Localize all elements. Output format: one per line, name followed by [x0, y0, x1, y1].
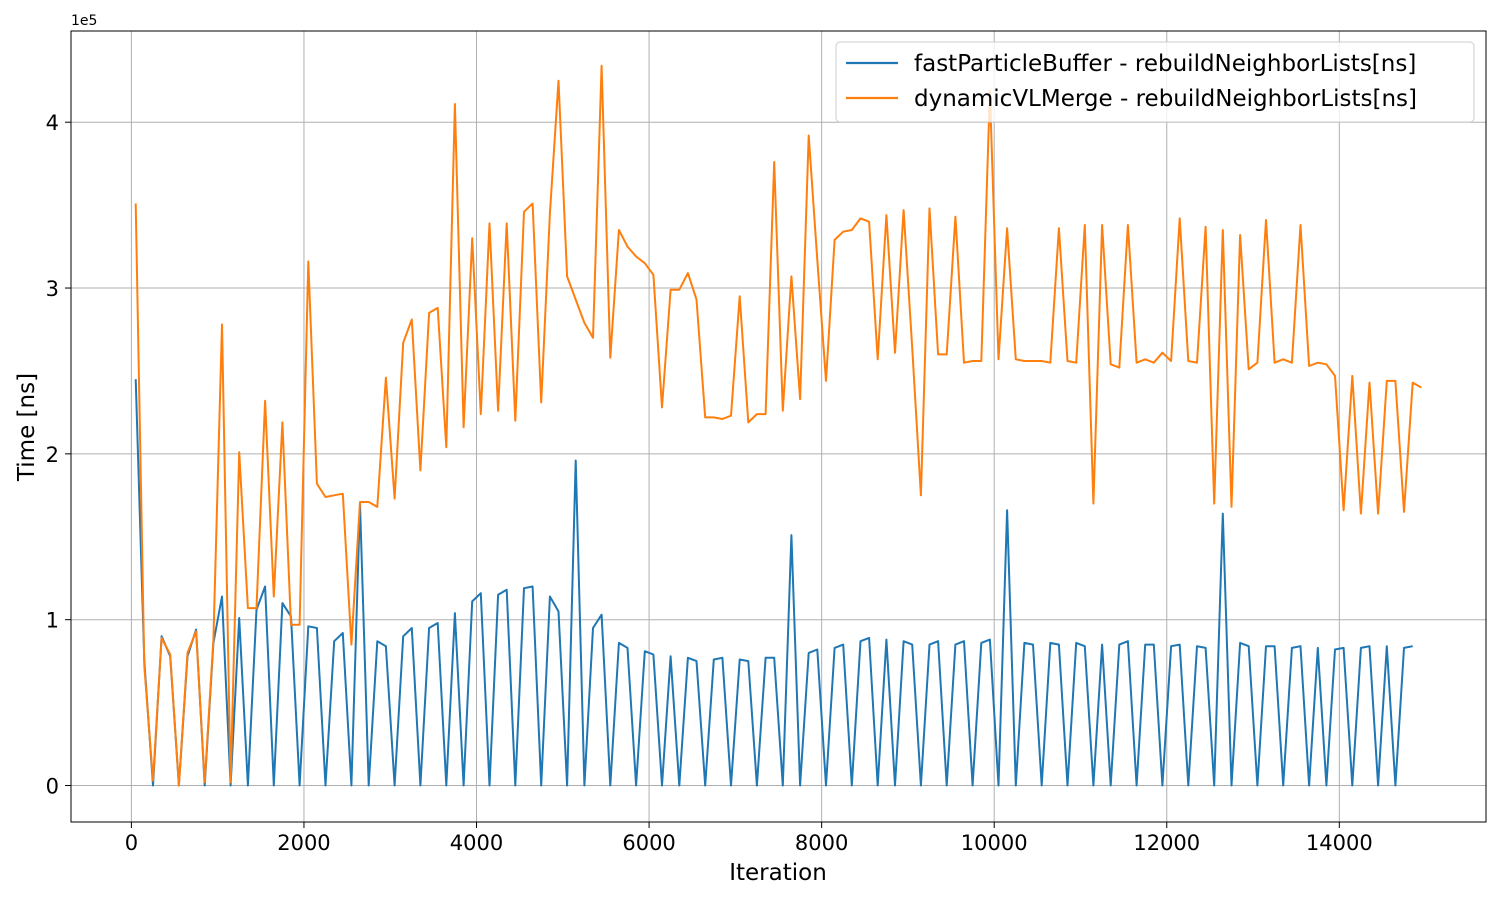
y-tick-label: 3 — [46, 277, 59, 301]
x-tick-label: 4000 — [450, 831, 503, 855]
series-line-dynamicvlmerge — [134, 64, 1422, 787]
x-axis-label: Iteration — [729, 860, 827, 886]
legend: fastParticleBuffer - rebuildNeighborList… — [835, 41, 1475, 123]
x-tick-label: 0 — [125, 831, 138, 855]
x-axis-ticks: 0 2000 4000 6000 8000 10000 12000 14000 — [125, 822, 1373, 855]
legend-box — [835, 41, 1475, 123]
y-tick-label: 1 — [46, 609, 59, 633]
y-tick-label: 4 — [46, 111, 59, 135]
y-tick-label: 2 — [46, 443, 59, 467]
x-tick-label: 6000 — [622, 831, 675, 855]
series-layer — [134, 64, 1422, 787]
y-offset-label: 1e5 — [71, 13, 97, 29]
x-tick-label: 8000 — [795, 831, 848, 855]
series-line-fastparticlebuffer — [134, 379, 1413, 787]
x-tick-label: 2000 — [277, 831, 330, 855]
x-tick-label: 14000 — [1306, 831, 1373, 855]
y-axis-ticks: 0 1 2 3 4 — [46, 111, 71, 799]
legend-label-fastparticlebuffer: fastParticleBuffer - rebuildNeighborList… — [914, 51, 1416, 77]
x-tick-label: 10000 — [961, 831, 1028, 855]
legend-label-dynamicvlmerge: dynamicVLMerge - rebuildNeighborLists[ns… — [914, 86, 1417, 112]
x-tick-label: 12000 — [1133, 831, 1200, 855]
y-axis-label: Time [ns] — [14, 373, 40, 482]
plot-frame — [70, 30, 1487, 823]
y-tick-label: 0 — [46, 775, 59, 799]
